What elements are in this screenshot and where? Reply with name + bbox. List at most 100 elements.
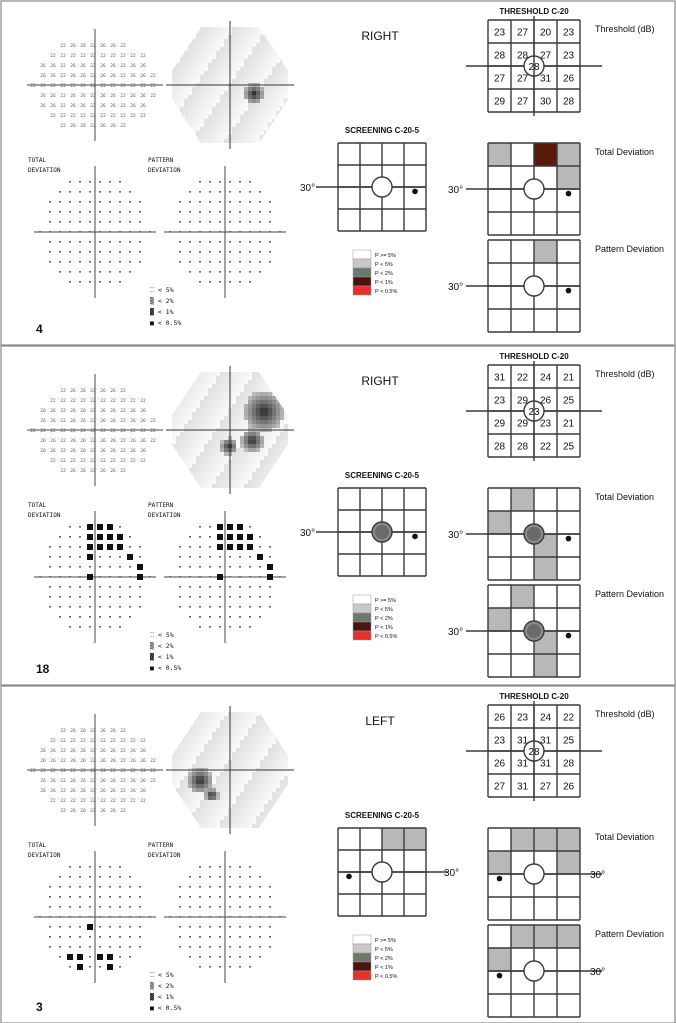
printout-dot — [49, 546, 51, 548]
greyscale-pixel — [260, 712, 264, 716]
greyscale-pixel — [276, 476, 280, 480]
greyscale-pixel — [204, 484, 208, 488]
printout-dot — [239, 231, 241, 233]
printout-dot — [199, 596, 201, 598]
screening-30deg-label: 30° — [300, 183, 315, 194]
greyscale-pixel — [264, 31, 268, 35]
printout-dot — [79, 241, 81, 243]
greyscale-pixel — [256, 824, 260, 828]
greyscale-pixel — [232, 432, 236, 436]
greyscale-pixel — [196, 820, 200, 824]
greyscale-pixel — [276, 464, 280, 468]
greyscale-pixel — [212, 103, 216, 107]
greyscale-pixel — [172, 111, 176, 115]
greyscale-pixel — [252, 47, 256, 51]
greyscale-pixel — [240, 31, 244, 35]
greyscale-pixel — [224, 408, 228, 412]
greyscale-pixel — [192, 456, 196, 460]
greyscale-pixel — [240, 432, 244, 436]
threshold-value: 28 — [563, 97, 575, 108]
greyscale-pixel — [224, 420, 228, 424]
greyscale-pixel — [252, 424, 256, 428]
printout-dot — [99, 966, 101, 968]
greyscale-pixel — [256, 812, 260, 816]
printout-number: 26 — [50, 63, 56, 69]
printout-number: 22 — [150, 73, 156, 79]
greyscale-pixel — [196, 712, 200, 716]
greyscale-pixel — [192, 448, 196, 452]
greyscale-pixel — [284, 452, 288, 456]
greyscale-pixel — [176, 804, 180, 808]
greyscale-pixel — [276, 760, 280, 764]
greyscale-pixel — [208, 127, 212, 131]
greyscale-pixel — [200, 107, 204, 111]
greyscale-pixel — [204, 756, 208, 760]
greyscale-pixel — [240, 392, 244, 396]
printout-number: 22 — [60, 408, 66, 414]
greyscale-pixel — [232, 744, 236, 748]
greyscale-pixel — [276, 412, 280, 416]
greyscale-pixel — [180, 87, 184, 91]
greyscale-pixel — [204, 103, 208, 107]
greyscale-pixel — [192, 804, 196, 808]
greyscale-pixel — [252, 99, 256, 103]
greyscale-pixel — [204, 776, 208, 780]
greyscale-pixel — [248, 424, 252, 428]
greyscale-pixel — [212, 440, 216, 444]
printout-number: 22 — [90, 738, 96, 744]
printout-dot — [119, 866, 121, 868]
printout-dot — [49, 936, 51, 938]
printout-dot — [249, 886, 251, 888]
greyscale-pixel — [276, 824, 280, 828]
greyscale-pixel — [188, 111, 192, 115]
greyscale-pixel — [200, 804, 204, 808]
greyscale-pixel — [208, 388, 212, 392]
greyscale-pixel — [188, 380, 192, 384]
greyscale-pixel — [184, 792, 188, 796]
printout-dot — [179, 906, 181, 908]
greyscale-pixel — [212, 756, 216, 760]
greyscale-pixel — [232, 484, 236, 488]
greyscale-pixel — [196, 460, 200, 464]
greyscale-pixel — [180, 472, 184, 476]
greyscale-pixel — [272, 468, 276, 472]
greyscale-pixel — [216, 103, 220, 107]
greyscale-pixel — [176, 740, 180, 744]
greyscale-pixel — [212, 744, 216, 748]
greyscale-pixel — [232, 724, 236, 728]
greyscale-pixel — [236, 804, 240, 808]
greyscale-pixel — [172, 127, 176, 131]
greyscale-pixel — [236, 436, 240, 440]
greyscale-pixel — [204, 388, 208, 392]
printout-dot — [199, 936, 201, 938]
greyscale-pixel — [192, 796, 196, 800]
greyscale-pixel — [252, 484, 256, 488]
greyscale-pixel — [244, 732, 248, 736]
greyscale-pixel — [240, 91, 244, 95]
greyscale-pixel — [180, 27, 184, 31]
greyscale-pixel — [232, 376, 236, 380]
greyscale-pixel — [204, 123, 208, 127]
greyscale-pixel — [204, 35, 208, 39]
greyscale-pixel — [216, 736, 220, 740]
greyscale-pixel — [204, 720, 208, 724]
greyscale-pixel — [264, 384, 268, 388]
greyscale-pixel — [236, 796, 240, 800]
printout-dark-mark — [87, 534, 93, 540]
printout-number: 22 — [90, 758, 96, 764]
greyscale-pixel — [208, 43, 212, 47]
greyscale-pixel — [180, 772, 184, 776]
printout-dot — [199, 281, 201, 283]
greyscale-pixel — [260, 400, 264, 404]
greyscale-pixel — [252, 404, 256, 408]
greyscale-pixel — [260, 131, 264, 135]
printout-number: 26 — [80, 758, 86, 764]
greyscale-pixel — [268, 464, 272, 468]
printout-number: 26 — [80, 788, 86, 794]
threshold-value: 26 — [494, 759, 506, 770]
greyscale-pixel — [244, 468, 248, 472]
greyscale-pixel — [268, 432, 272, 436]
greyscale-pixel — [188, 808, 192, 812]
greyscale-pixel — [284, 440, 288, 444]
greyscale-pixel — [200, 480, 204, 484]
